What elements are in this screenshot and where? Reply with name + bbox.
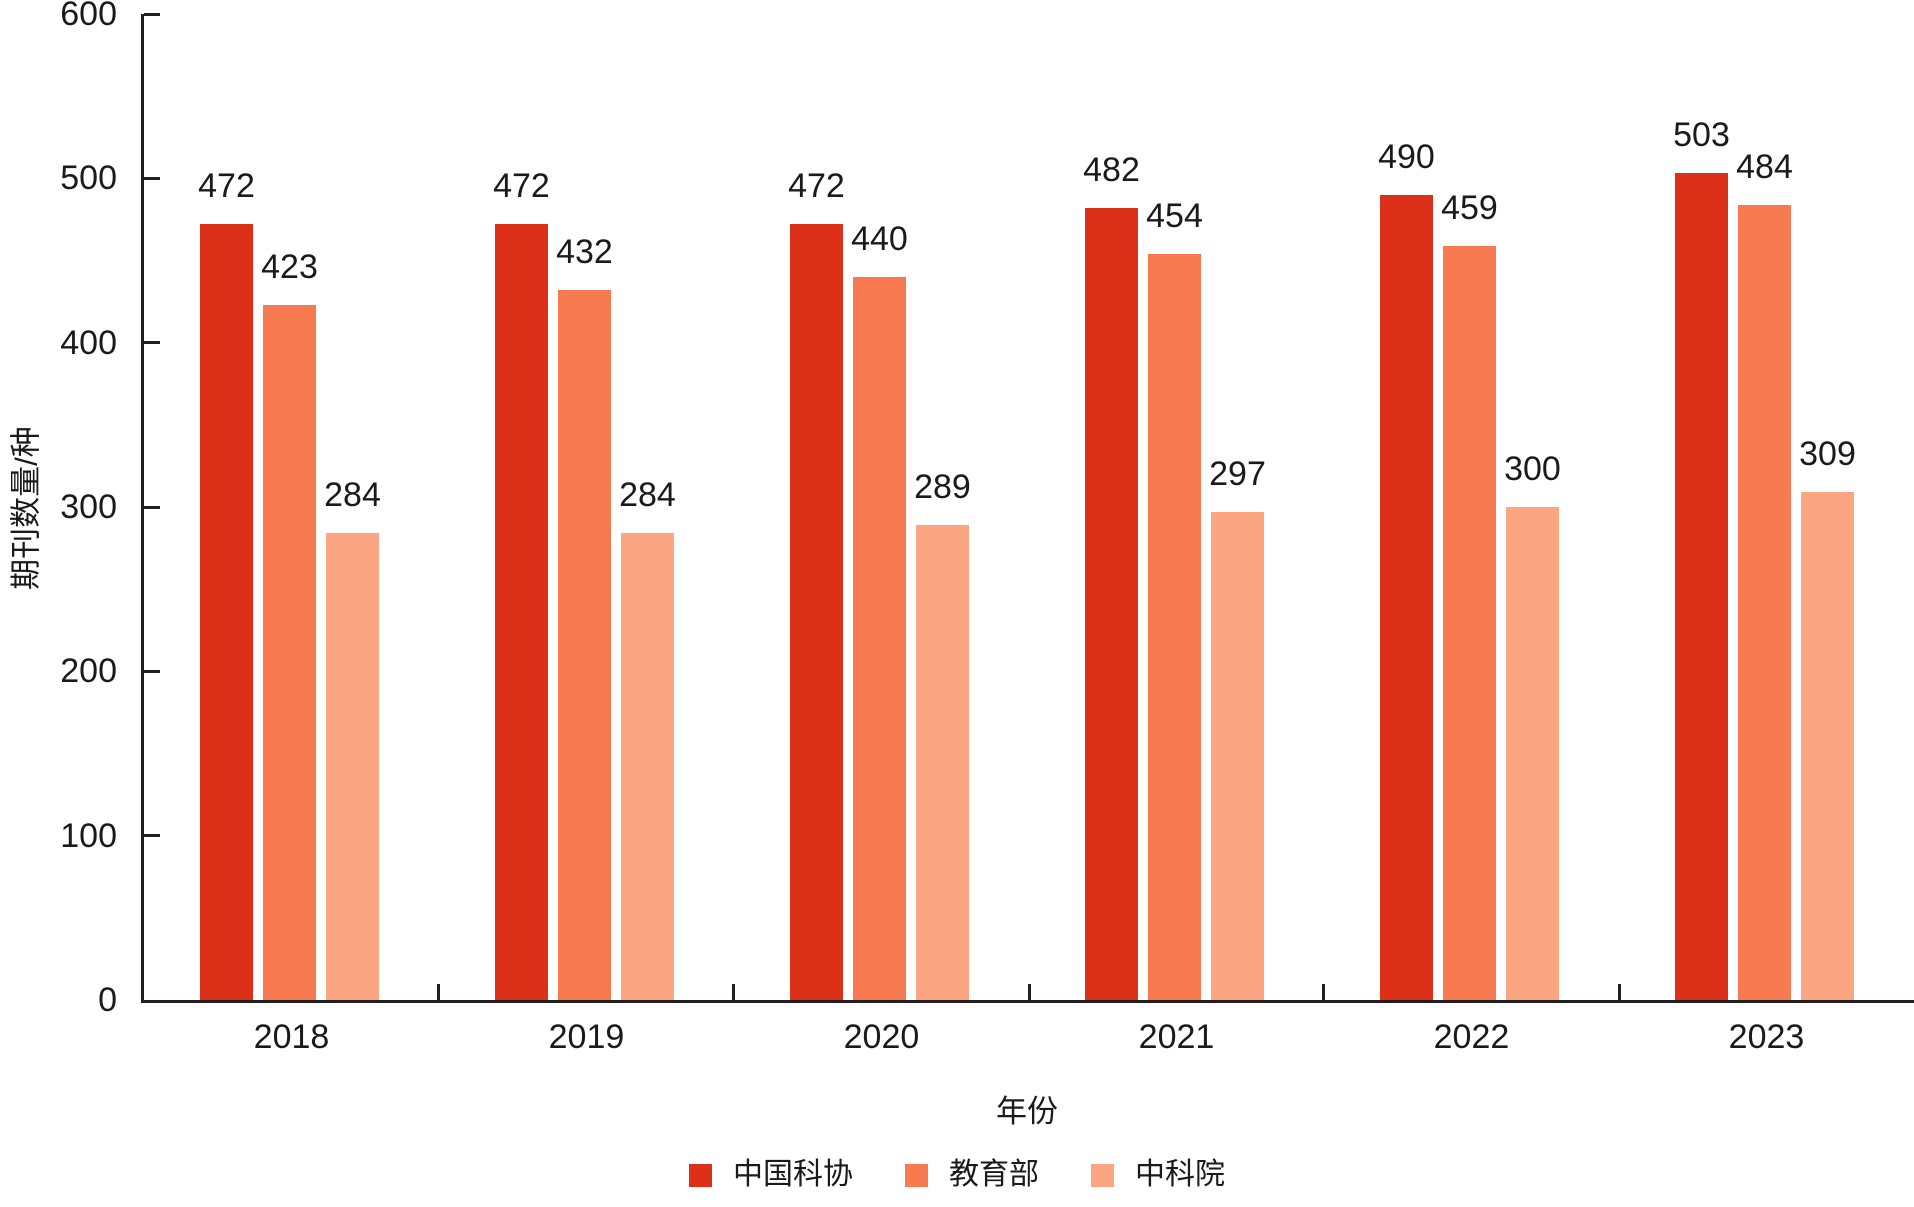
legend-swatch xyxy=(1091,1163,1114,1187)
bar-2022-教育部 xyxy=(1442,245,1496,1000)
bar-value-label: 472 xyxy=(493,167,550,206)
bar-2021-教育部 xyxy=(1148,253,1201,1000)
bar-value-label: 484 xyxy=(1736,147,1793,186)
year-group-2021: 482 454 297 2021 xyxy=(1027,14,1324,1054)
bar-value-label: 454 xyxy=(1146,196,1203,235)
bar-2020-中科院 xyxy=(915,525,969,1000)
bar-2021-中国科协 xyxy=(1085,207,1138,1000)
bar-2023-中国科协 xyxy=(1675,173,1728,1000)
bar-value-label: 309 xyxy=(1799,435,1856,474)
x-tick-mark xyxy=(1027,984,1031,1000)
legend-label: 教育部 xyxy=(949,1158,1039,1191)
y-tick-label: 600 xyxy=(60,0,117,33)
bar-value-label: 300 xyxy=(1504,450,1561,488)
y-tick-label: 0 xyxy=(98,981,117,1019)
bar-2018-中科院 xyxy=(326,533,379,1000)
bar-2020-中国科协 xyxy=(789,224,843,1000)
bar-2022-中国科协 xyxy=(1379,194,1433,1000)
bar-value-label: 284 xyxy=(324,476,381,515)
bar-2018-中国科协 xyxy=(200,224,253,1000)
x-tick-label: 2023 xyxy=(1728,1018,1805,1056)
bar-value-label: 432 xyxy=(556,233,613,272)
x-tick-mark xyxy=(1617,984,1621,1000)
bar-2022-中科院 xyxy=(1505,507,1559,1000)
y-tick-mark xyxy=(144,834,160,838)
x-axis-title: 年份 xyxy=(996,1094,1058,1129)
bar-2018-教育部 xyxy=(263,304,316,1000)
y-tick-mark xyxy=(144,12,160,16)
x-tick-mark xyxy=(437,984,441,1000)
bar-value-label: 472 xyxy=(788,167,845,206)
bar-2023-中科院 xyxy=(1801,492,1854,1000)
x-tick-label: 2019 xyxy=(548,1018,625,1056)
legend-label: 中科院 xyxy=(1135,1158,1225,1191)
x-tick-label: 2022 xyxy=(1433,1018,1510,1056)
legend: 中国科协 教育部 中科院 xyxy=(0,1160,1914,1190)
x-tick-label: 2020 xyxy=(843,1018,920,1056)
legend-swatch xyxy=(689,1163,712,1187)
y-axis-title: 期刊数量/种 xyxy=(8,426,44,590)
y-tick-label: 300 xyxy=(60,488,117,526)
y-tick-mark xyxy=(144,505,160,509)
bar-2023-教育部 xyxy=(1738,204,1791,1000)
y-tick-mark xyxy=(144,341,160,345)
x-tick-mark xyxy=(732,984,736,1000)
y-tick-label: 500 xyxy=(60,159,117,198)
bar-2019-中国科协 xyxy=(494,224,548,1000)
bar-value-label: 423 xyxy=(261,247,318,286)
bar-value-label: 490 xyxy=(1378,137,1435,176)
bar-value-label: 440 xyxy=(851,219,908,258)
year-group-2020: 472 440 289 2020 xyxy=(732,14,1029,1054)
x-tick-mark xyxy=(1322,984,1326,1000)
x-tick-label: 2018 xyxy=(253,1018,330,1056)
legend-item-中科院: 中科院 xyxy=(1091,1160,1225,1190)
bar-value-label: 472 xyxy=(198,167,255,206)
year-group-2022: 490 459 300 2022 xyxy=(1322,14,1619,1054)
plot-area: 0 100 200 300 400 500 600 472 423 284 2018 472 432 28… xyxy=(60,0,1914,1054)
bar-value-label: 297 xyxy=(1209,454,1266,493)
legend-item-中国科协: 中国科协 xyxy=(689,1160,853,1190)
bar-2020-教育部 xyxy=(852,276,906,1000)
y-tick-mark xyxy=(144,176,160,180)
x-tick-label: 2021 xyxy=(1138,1018,1215,1056)
y-tick-label: 100 xyxy=(60,816,117,855)
bar-value-label: 459 xyxy=(1441,188,1498,227)
legend-label: 中国科协 xyxy=(733,1158,853,1191)
bar-2021-中科院 xyxy=(1211,511,1264,1000)
y-tick-label: 200 xyxy=(60,652,117,691)
bar-2019-教育部 xyxy=(557,290,611,1000)
bar-value-label: 503 xyxy=(1673,116,1730,155)
bar-value-label: 284 xyxy=(619,476,676,515)
bar-value-label: 482 xyxy=(1083,150,1140,189)
legend-swatch xyxy=(905,1163,928,1187)
bar-2019-中科院 xyxy=(620,533,674,1000)
year-group-2019: 472 432 284 2019 xyxy=(437,14,734,1054)
year-group-2023: 503 484 309 2023 xyxy=(1617,14,1914,1054)
bar-value-label: 289 xyxy=(914,468,971,507)
year-group-2018: 472 423 284 2018 xyxy=(144,14,439,1054)
y-tick-label: 400 xyxy=(60,323,117,362)
legend-item-教育部: 教育部 xyxy=(905,1160,1039,1190)
y-tick-mark xyxy=(144,669,160,673)
